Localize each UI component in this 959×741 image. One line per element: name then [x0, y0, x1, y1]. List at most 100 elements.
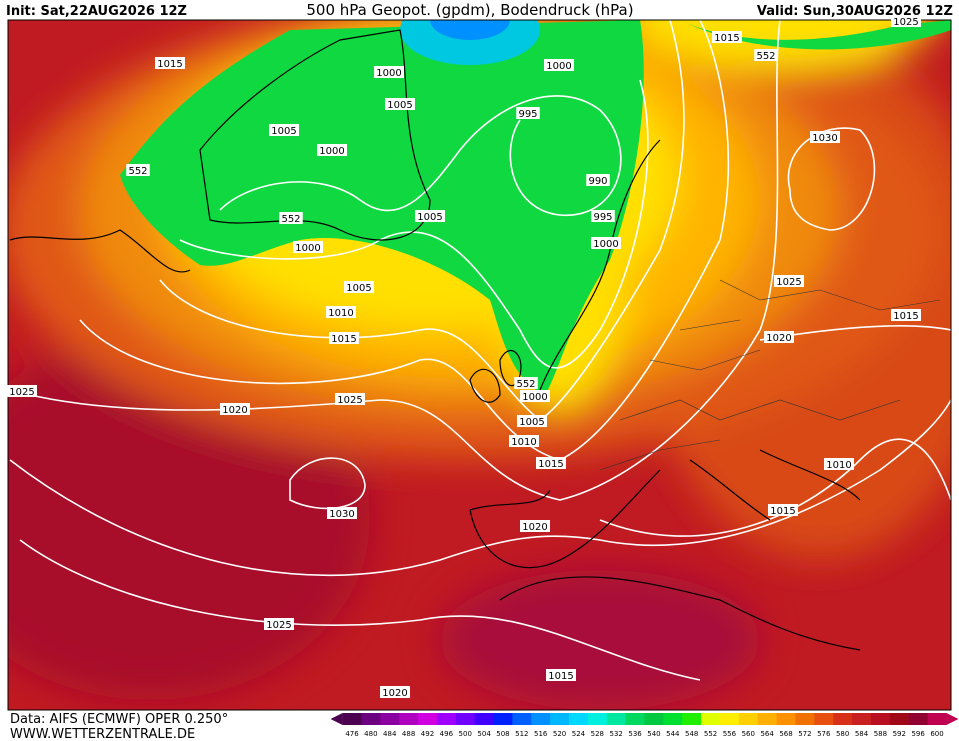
label-box — [374, 66, 404, 78]
colorbar-swatch — [682, 713, 702, 725]
isobar-label: 1015 — [714, 33, 739, 44]
colorbar-label: 476 — [345, 730, 359, 738]
colorbar-swatch — [606, 713, 627, 725]
colorbar-swatch — [512, 713, 532, 725]
label-box — [891, 309, 921, 321]
label-box — [293, 241, 323, 253]
colorbar-label: 600 — [930, 730, 943, 738]
green-area — [120, 20, 644, 395]
colorbar-label: 592 — [893, 730, 906, 738]
label-box — [754, 49, 778, 61]
colorbar-label: 560 — [742, 730, 755, 738]
green-area — [680, 20, 951, 50]
label-box — [415, 210, 445, 222]
label-box — [220, 403, 250, 415]
colorbar-label: 480 — [364, 730, 377, 738]
isobar-label: 552 — [281, 214, 300, 225]
colorbar-label: 572 — [798, 730, 811, 738]
colorbar-label: 532 — [610, 730, 623, 738]
isobar-label: 1030 — [812, 133, 837, 144]
label-box — [7, 385, 37, 397]
colorbar-swatch — [701, 713, 721, 725]
colorbar-label: 536 — [628, 730, 642, 738]
label-box — [269, 124, 299, 136]
colorbar-arrow — [330, 713, 343, 725]
colorbar-swatch — [342, 713, 362, 725]
colorbar-label: 484 — [383, 730, 397, 738]
map-title: 500 hPa Geopot. (gpdm), Bodendruck (hPa) — [306, 1, 633, 19]
colorbar-swatch — [833, 713, 853, 725]
colorbar-swatch — [550, 713, 570, 725]
colorbar-swatch — [927, 713, 947, 725]
colorbar-swatch — [795, 713, 815, 725]
label-box — [344, 281, 374, 293]
init-time: Init: Sat,22AUG2026 12Z — [6, 4, 187, 19]
label-box — [380, 686, 410, 698]
isobar-label: 1030 — [329, 509, 354, 520]
isobar-label: 1025 — [776, 277, 801, 288]
isobar-label: 995 — [593, 212, 612, 223]
isobar-label: 1015 — [331, 334, 356, 345]
colorbar-swatch — [455, 713, 476, 725]
colorbar-label: 504 — [477, 730, 491, 738]
isobar-label: 1015 — [770, 506, 795, 517]
label-box — [514, 377, 538, 389]
isobar-label: 1000 — [376, 68, 401, 79]
frame — [7, 19, 952, 711]
colorbar-label: 544 — [666, 730, 680, 738]
isobar-label: 1025 — [893, 17, 918, 28]
isobar-label: 1000 — [522, 392, 547, 403]
label-box — [774, 275, 804, 287]
label-box — [327, 507, 357, 519]
label-box — [591, 210, 615, 222]
colorbar-swatch — [889, 713, 910, 725]
colorbar-label: 524 — [572, 730, 586, 738]
blue-area — [430, 20, 510, 40]
isobar-label: 1005 — [387, 100, 412, 111]
label-box — [544, 59, 574, 71]
isobar-label: 1015 — [157, 59, 182, 70]
colorbar-label: 552 — [704, 730, 717, 738]
isobar-label: 1010 — [328, 308, 353, 319]
isobar-label: 552 — [756, 51, 775, 62]
colorbar-swatch — [852, 713, 872, 725]
isobar-label: 1025 — [266, 620, 291, 631]
colorbar-label: 548 — [685, 730, 698, 738]
colorbar-swatch — [625, 713, 645, 725]
colorbar-label: 564 — [760, 730, 774, 738]
isobar-label: 1015 — [538, 459, 563, 470]
colorbar-swatch — [644, 713, 664, 725]
colorbar-swatch — [870, 713, 891, 725]
colorbar-label: 580 — [836, 730, 849, 738]
label-box — [586, 174, 610, 186]
borders — [599, 279, 941, 471]
colorbar-label: 508 — [496, 730, 509, 738]
colorbar-swatch — [531, 713, 551, 725]
label-box — [385, 98, 415, 110]
label-box — [329, 332, 359, 344]
label-box — [317, 144, 347, 156]
website: WWW.WETTERZENTRALE.DE — [10, 727, 195, 741]
isobar-label: 1020 — [222, 405, 247, 416]
colorbar-swatch — [436, 713, 457, 725]
colorbar-label: 540 — [647, 730, 660, 738]
isobar-label: 1025 — [9, 387, 34, 398]
colorbar-swatch — [587, 713, 608, 725]
colorbar-label: 520 — [553, 730, 566, 738]
colorbar-label: 528 — [591, 730, 604, 738]
isobar-label: 1015 — [548, 671, 573, 682]
colorbar-swatch — [663, 713, 683, 725]
isobar-label: 1000 — [319, 146, 344, 157]
isobar-label: 1010 — [511, 437, 536, 448]
isobar-label: 1000 — [295, 243, 320, 254]
isobars — [9, 20, 951, 681]
label-box — [810, 131, 840, 143]
label-box — [891, 15, 921, 27]
label-box — [764, 331, 794, 343]
isobar-label: 1005 — [271, 126, 296, 137]
isobar-label: 995 — [518, 109, 537, 120]
isobar-label: 1005 — [346, 283, 371, 294]
label-box — [335, 393, 365, 405]
